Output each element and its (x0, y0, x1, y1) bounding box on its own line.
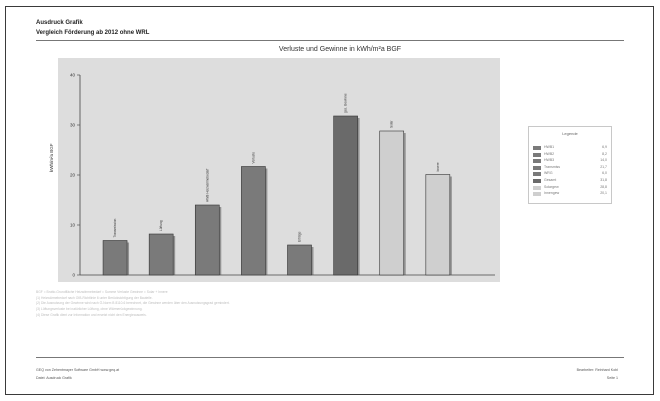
legend-swatch (533, 172, 541, 177)
bar (333, 115, 358, 276)
footnote-line: (3) Lüftungsverluste bei natürlicher Lüf… (36, 307, 143, 312)
bar-label: HWB Heizwärmebedarf (205, 169, 209, 202)
legend-item-name: Gesamt (544, 178, 557, 182)
y-tick-label: 20 (70, 173, 76, 178)
legend-item: HWB1 6,9 (533, 145, 607, 151)
legend-item-value: 20,1 (600, 191, 607, 196)
bar (102, 240, 128, 276)
legend-item: HWB2 8,2 (533, 152, 607, 158)
legend-swatch (533, 152, 541, 157)
legend-item-name: Transmiss (544, 164, 561, 169)
bar-label: Solar (390, 120, 394, 128)
legend-item: Innengew 20,1 (533, 191, 607, 197)
footer-left: GEQ von Zehentmayer Software GmbH www.ge… (36, 366, 119, 382)
bar-label: Transmission (113, 218, 117, 237)
bar (287, 244, 312, 276)
document-title: Ausdruck Grafik (36, 20, 83, 26)
legend-item: HWB3 14,0 (533, 158, 607, 164)
bar-label: Lüftung (159, 220, 163, 231)
header-divider (36, 40, 624, 41)
bar-label: ges. Gewinne (344, 93, 348, 113)
legend-item: Solargew 28,8 (533, 185, 607, 191)
footer-right: Bearbeiter: Reinhard Kobl Seite 1 (577, 366, 618, 382)
bar-label: Erträge (298, 231, 302, 242)
legend-item: Transmiss 21,7 (533, 165, 607, 171)
legend-item-name: HWB1 (544, 145, 555, 149)
footer-page-line: Seite 1 (606, 376, 618, 380)
legend-item-value: 14,0 (600, 158, 607, 163)
document-subtitle: Vergleich Förderung ab 2012 ohne WRL (36, 30, 150, 36)
bar (425, 174, 451, 276)
legend-swatch (533, 146, 541, 150)
legend-item-name: Innengew (544, 191, 560, 196)
legend-item-value: 31,8 (600, 178, 607, 182)
legend-item-name: WRG (544, 171, 553, 176)
legend-swatch (533, 179, 541, 183)
bar (241, 166, 266, 276)
legend-title: Legende (562, 131, 578, 136)
legend-item-value: 21,7 (600, 164, 607, 169)
bar-label: Verluste (251, 152, 255, 164)
footnote-line: (4) Diese Grafik dient zur Information u… (36, 312, 147, 317)
bar (379, 130, 405, 276)
legend-swatch (533, 192, 541, 197)
legend-swatch (533, 185, 541, 190)
legend-item: Gesamt 31,8 (533, 178, 607, 184)
footnote-line: BGF = Brutto-Grundfläche Heizwärmebedarf… (36, 290, 168, 294)
legend-item-value: 6,0 (602, 171, 607, 176)
legend-item-value: 6,9 (602, 145, 607, 149)
y-tick-label: 0 (72, 273, 75, 278)
footnotes: BGF = Brutto-Grundfläche Heizwärmebedarf… (36, 290, 616, 319)
legend-item-value: 28,8 (600, 184, 607, 189)
legend-swatch (533, 159, 541, 164)
legend-swatch (533, 165, 541, 170)
chart-legend: Legende HWB1 6,9 HWB2 8,2 HWB3 14,0 Transmiss 2… (528, 126, 612, 204)
footer-file-line: Datei: Ausdruck Grafik (36, 376, 72, 380)
legend-item-name: HWB2 (544, 151, 555, 156)
legend-item: WRG 6,0 (533, 171, 607, 177)
footer-software-line: GEQ von Zehentmayer Software GmbH www.ge… (36, 368, 120, 372)
y-tick-label: 30 (70, 123, 76, 128)
footer-divider (36, 357, 624, 358)
bar-label: Innere (436, 162, 440, 171)
legend-item-name: HWB3 (544, 158, 555, 163)
bar (148, 233, 174, 276)
footer-author-line: Bearbeiter: Reinhard Kobl (576, 368, 618, 372)
y-tick-label: 10 (70, 223, 76, 228)
legend-item-name: Solargew (544, 184, 559, 189)
legend-item-value: 8,2 (602, 151, 607, 156)
y-tick-label: 40 (70, 73, 76, 78)
footnote-line: (1) Heizwärmebedarf nach OIB-Richtlinie … (36, 295, 153, 300)
bar (194, 204, 220, 276)
chart-title: Verluste und Gewinne in kWh/m²a BGF (278, 46, 402, 53)
footnote-line: (2) Die Ausnutzung der Gewinne wird nach… (36, 301, 230, 306)
